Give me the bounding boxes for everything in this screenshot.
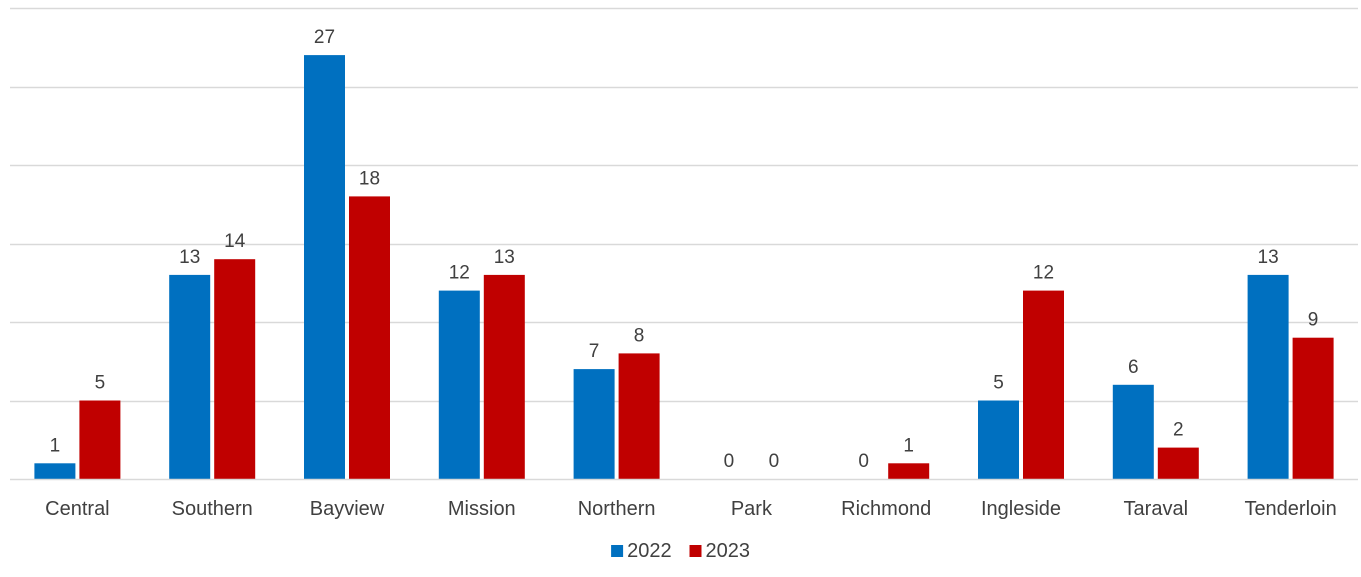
data-label-2023-bayview: 18	[359, 168, 380, 189]
data-label-2023-taraval: 2	[1173, 420, 1184, 441]
legend-swatch-2023	[689, 545, 702, 557]
data-label-2023-northern: 8	[634, 325, 645, 346]
data-label-2022-taraval: 6	[1128, 357, 1139, 378]
data-label-2023-park: 0	[769, 451, 780, 472]
x-tick-label-taraval: Taraval	[1124, 498, 1188, 520]
legend-label-2022: 2022	[627, 540, 672, 562]
legend-label-2023: 2023	[706, 540, 751, 562]
data-label-2022-park: 0	[724, 451, 735, 472]
bar-2022-mission	[438, 290, 480, 479]
data-label-2022-southern: 13	[179, 247, 200, 268]
data-label-2022-bayview: 27	[314, 27, 335, 48]
bar-2023-taraval	[1157, 447, 1199, 479]
gridlines	[10, 7, 1358, 403]
x-tick-label-bayview: Bayview	[310, 498, 385, 520]
data-label-2023-ingleside: 12	[1033, 263, 1054, 284]
data-label-2022-ingleside: 5	[993, 373, 1004, 394]
bar-2023-richmond	[888, 463, 930, 479]
x-tick-label-southern: Southern	[172, 498, 253, 520]
bar-2022-ingleside	[978, 400, 1019, 479]
x-axis: Central Southern Bayview Mission Northern Par…	[10, 478, 1358, 520]
data-label-2023-tenderloin: 9	[1308, 310, 1319, 331]
data-label-2023-southern: 14	[224, 231, 246, 252]
data-label-2022-tenderloin: 13	[1258, 247, 1279, 268]
x-tick-label-northern: Northern	[578, 498, 656, 520]
bar-2023-northern	[618, 353, 660, 479]
x-tick-label-tenderloin: Tenderloin	[1244, 498, 1336, 520]
bar-2023-central	[79, 400, 121, 479]
bar-2022-northern	[573, 369, 615, 479]
data-label-2022-mission: 12	[449, 263, 470, 284]
data-label-2022-northern: 7	[589, 341, 600, 362]
x-tick-label-ingleside: Ingleside	[981, 498, 1061, 520]
x-tick-label-central: Central	[45, 498, 109, 520]
data-label-2022-central: 1	[50, 435, 61, 456]
bar-2023-ingleside	[1023, 290, 1064, 479]
bars	[34, 55, 1334, 479]
bar-2022-tenderloin	[1247, 274, 1289, 479]
bar-2022-bayview	[304, 55, 345, 479]
bar-2023-tenderloin	[1292, 337, 1334, 479]
bar-2023-bayview	[349, 196, 390, 479]
data-label-2023-mission: 13	[494, 247, 515, 268]
data-label-2022-richmond: 0	[858, 451, 869, 472]
data-labels: 1 5 13 14 27 18 12 13 7 8 0 0 0 1 5 12 6 2 13 9	[50, 27, 1319, 472]
legend-swatch-2022	[611, 545, 624, 557]
x-tick-label-mission: Mission	[448, 498, 516, 520]
legend: 2022 2023	[611, 540, 750, 562]
bar-2022-taraval	[1112, 384, 1154, 479]
x-tick-label-park: Park	[731, 498, 773, 520]
bar-2023-southern	[214, 259, 256, 479]
data-label-2023-richmond: 1	[903, 435, 914, 456]
bar-2022-southern	[169, 274, 211, 479]
x-tick-label-richmond: Richmond	[841, 498, 931, 520]
data-label-2023-central: 5	[95, 373, 106, 394]
bar-2022-central	[34, 463, 76, 479]
bar-2023-mission	[483, 274, 525, 479]
